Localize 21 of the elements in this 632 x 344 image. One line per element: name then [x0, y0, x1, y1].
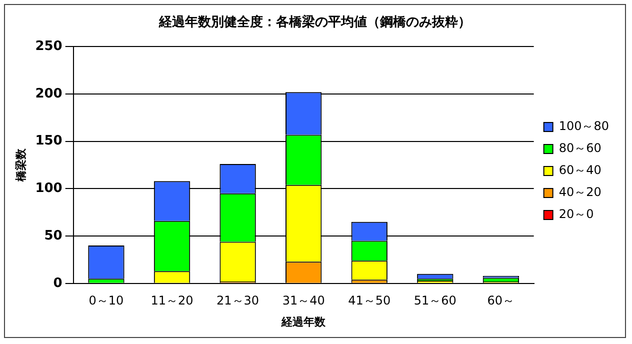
- legend-label: 60～40: [558, 163, 602, 178]
- x-tick-label: 41～50: [348, 294, 391, 308]
- y-tick-label: 50: [44, 228, 62, 244]
- y-tick-label: 100: [35, 181, 62, 196]
- legend-label: 80～60: [558, 141, 602, 156]
- x-tick-label: 11～20: [150, 294, 194, 308]
- y-axis-title: 橋梁数: [14, 148, 28, 182]
- y-tick-label: 200: [35, 86, 62, 102]
- legend-label: 20～0: [558, 207, 594, 222]
- legend-label: 40～20: [558, 185, 602, 200]
- x-tick-label: 60～: [487, 294, 515, 308]
- x-tick-label: 31～40: [282, 294, 325, 308]
- x-axis-title: 経過年数: [280, 315, 327, 328]
- chart-title: 経過年数別健全度：各橋梁の平均値（鋼橋のみ抜粋）: [158, 14, 471, 30]
- x-tick-label: 51～60: [414, 294, 456, 308]
- legend-label: 100～80: [558, 119, 610, 134]
- y-tick-label: 0: [53, 276, 62, 291]
- y-tick-label: 250: [35, 38, 62, 54]
- x-tick-label: 0～10: [88, 294, 124, 308]
- x-tick-label: 21～30: [216, 294, 260, 308]
- y-tick-label: 150: [35, 134, 62, 149]
